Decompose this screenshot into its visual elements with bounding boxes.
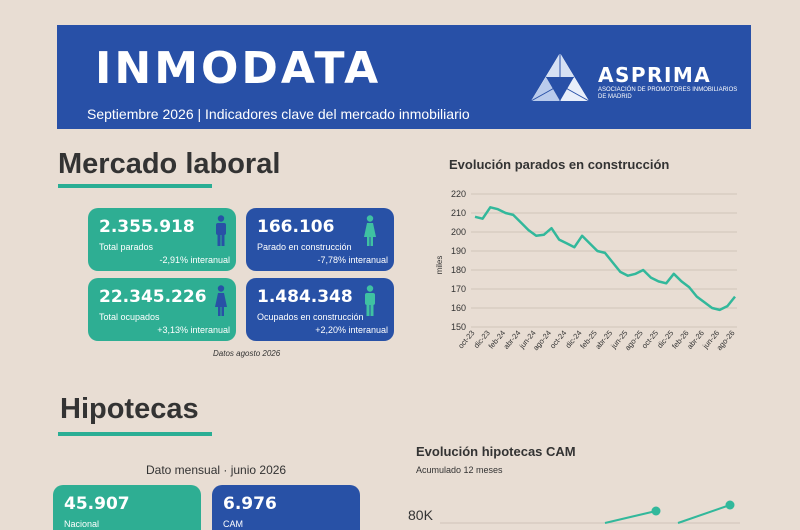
- data-point: [651, 506, 661, 516]
- dato-mensual: Dato mensual · junio 2026: [146, 463, 287, 477]
- stat-value: 1.484.348: [257, 287, 353, 307]
- stat-card-total-parados: 2.355.918 Total parados -2,91% interanua…: [88, 208, 236, 271]
- series-line: [677, 504, 731, 524]
- y-tick-label: 150: [451, 322, 466, 332]
- y-tick-label: 160: [451, 303, 466, 313]
- chart-title-parados: Evolución parados en construcción: [449, 157, 670, 172]
- section-underline: [58, 184, 212, 188]
- y-tick-label: 210: [451, 208, 466, 218]
- x-tick-label: oct-25: [640, 329, 660, 351]
- female-figure-icon: [215, 285, 227, 316]
- stat-label: Nacional: [64, 519, 100, 529]
- y-tick-label: 80K: [408, 507, 434, 523]
- stat-value: 166.106: [257, 217, 335, 237]
- data-point: [725, 500, 735, 510]
- section-title-hipotecas: Hipotecas: [60, 393, 199, 425]
- series-line: [474, 206, 736, 312]
- series-line: [604, 510, 657, 524]
- y-tick-label: 190: [451, 246, 466, 256]
- stat-value: 45.907: [64, 494, 130, 514]
- female-figure-icon: [364, 215, 376, 246]
- x-tick-label: oct-24: [548, 329, 568, 351]
- stat-label: CAM: [223, 519, 243, 529]
- logo-name: ASPRIMA: [598, 63, 712, 87]
- stat-card-total-ocupados: 22.345.226 Total ocupados +3,13% interan…: [88, 278, 236, 341]
- header-banner: INMODATA Septiembre 2026 | Indicadores c…: [57, 25, 751, 129]
- section-underline: [58, 432, 212, 436]
- stat-card-hipotecas-nacional: 45.907 Nacional: [53, 485, 201, 530]
- stat-card-parados-construccion: 166.106 Parado en construcción -7,78% in…: [246, 208, 394, 271]
- logo-subtitle: Asociación de Promotores Inmobiliarios d…: [598, 87, 738, 100]
- y-tick-label: 220: [451, 189, 466, 199]
- stat-card-hipotecas-cam: 6.976 CAM: [212, 485, 360, 530]
- stat-value: 2.355.918: [99, 217, 195, 237]
- stat-card-ocupados-construccion: 1.484.348 Ocupados en construcción +2,20…: [246, 278, 394, 341]
- x-tick-label: abr-26: [685, 329, 706, 351]
- stat-label: Total ocupados: [99, 312, 160, 322]
- stat-change: +2,20% interanual: [315, 325, 388, 335]
- stat-value: 22.345.226: [99, 287, 207, 307]
- male-figure-icon: [216, 215, 226, 246]
- x-tick-label: abr-24: [502, 329, 523, 351]
- section-title-mercado-laboral: Mercado laboral: [58, 148, 281, 180]
- stat-value: 6.976: [223, 494, 277, 514]
- male-figure-icon: [365, 285, 375, 316]
- y-axis-label: miles: [435, 256, 444, 275]
- asprima-logo-icon: [530, 53, 590, 102]
- y-tick-label: 180: [451, 265, 466, 275]
- chart-subtitle-hipotecas: Acumulado 12 meses: [416, 465, 503, 475]
- stat-change: -7,78% interanual: [317, 255, 388, 265]
- x-tick-label: abr-25: [593, 329, 614, 351]
- brand-title: INMODATA: [95, 43, 382, 94]
- line-chart-hipotecas: 80K: [408, 500, 740, 524]
- data-note: Datos agosto 2026: [213, 349, 281, 358]
- chart-title-hipotecas: Evolución hipotecas CAM: [416, 444, 576, 459]
- stat-label: Total parados: [99, 242, 154, 252]
- y-tick-label: 170: [451, 284, 466, 294]
- stat-change: -2,91% interanual: [159, 255, 230, 265]
- stat-label: Parado en construcción: [257, 242, 352, 252]
- y-tick-label: 200: [451, 227, 466, 237]
- stat-label: Ocupados en construcción: [257, 312, 364, 322]
- stat-change: +3,13% interanual: [157, 325, 230, 335]
- header-subtitle: Septiembre 2026 | Indicadores clave del …: [87, 106, 470, 122]
